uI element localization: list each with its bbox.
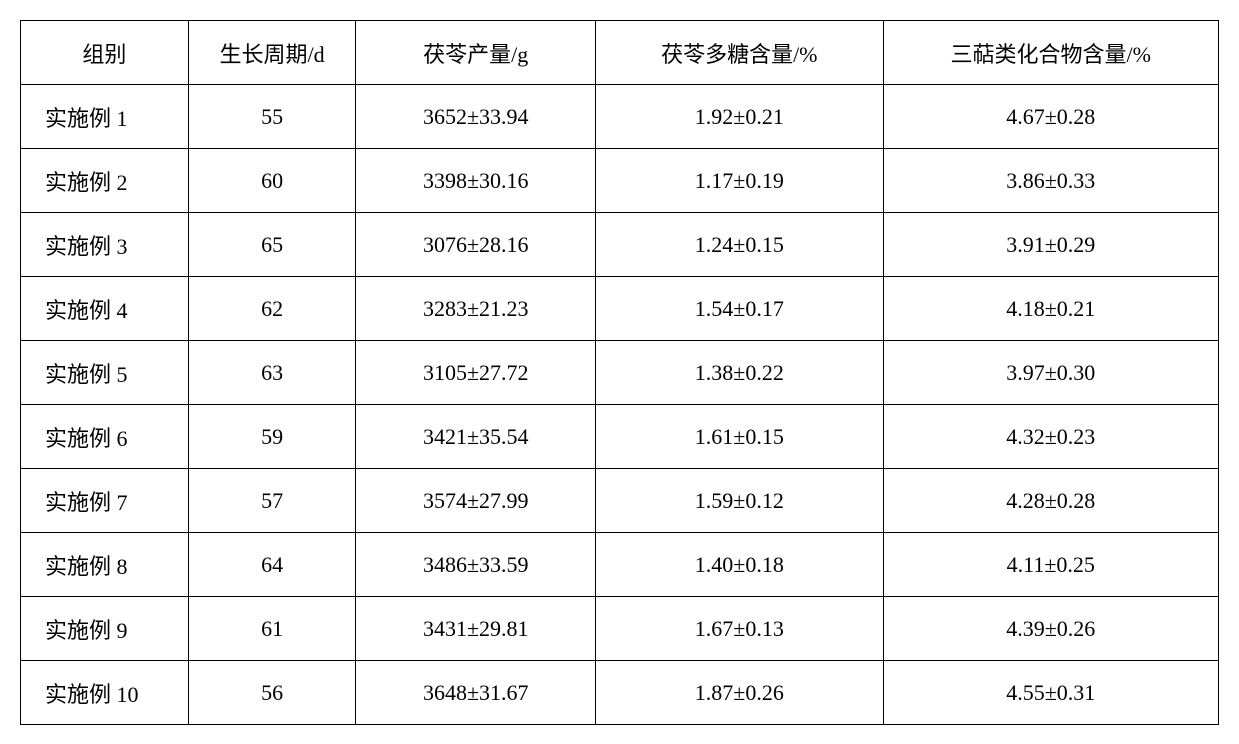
cell-polysaccharide: 1.92±0.21 — [596, 85, 884, 149]
cell-yield: 3421±35.54 — [356, 405, 596, 469]
cell-polysaccharide: 1.17±0.19 — [596, 149, 884, 213]
cell-polysaccharide: 1.40±0.18 — [596, 533, 884, 597]
data-table: 组别 生长周期/d 茯苓产量/g 茯苓多糖含量/% 三萜类化合物含量/% 实施例… — [20, 20, 1219, 725]
table-row: 实施例 4 62 3283±21.23 1.54±0.17 4.18±0.21 — [21, 277, 1219, 341]
column-header-yield: 茯苓产量/g — [356, 21, 596, 85]
column-header-polysaccharide: 茯苓多糖含量/% — [596, 21, 884, 85]
cell-triterpenoid: 4.67±0.28 — [883, 85, 1218, 149]
table-row: 实施例 9 61 3431±29.81 1.67±0.13 4.39±0.26 — [21, 597, 1219, 661]
cell-yield: 3283±21.23 — [356, 277, 596, 341]
cell-polysaccharide: 1.59±0.12 — [596, 469, 884, 533]
cell-group: 实施例 5 — [21, 341, 189, 405]
cell-group: 实施例 2 — [21, 149, 189, 213]
cell-triterpenoid: 3.91±0.29 — [883, 213, 1218, 277]
cell-group: 实施例 10 — [21, 661, 189, 725]
table-row: 实施例 5 63 3105±27.72 1.38±0.22 3.97±0.30 — [21, 341, 1219, 405]
cell-yield: 3398±30.16 — [356, 149, 596, 213]
cell-triterpenoid: 4.32±0.23 — [883, 405, 1218, 469]
column-header-triterpenoid: 三萜类化合物含量/% — [883, 21, 1218, 85]
table-row: 实施例 6 59 3421±35.54 1.61±0.15 4.32±0.23 — [21, 405, 1219, 469]
cell-group: 实施例 6 — [21, 405, 189, 469]
cell-yield: 3574±27.99 — [356, 469, 596, 533]
cell-polysaccharide: 1.67±0.13 — [596, 597, 884, 661]
cell-yield: 3486±33.59 — [356, 533, 596, 597]
cell-triterpenoid: 4.55±0.31 — [883, 661, 1218, 725]
cell-polysaccharide: 1.61±0.15 — [596, 405, 884, 469]
cell-growth-cycle: 56 — [188, 661, 356, 725]
cell-growth-cycle: 62 — [188, 277, 356, 341]
table-row: 实施例 10 56 3648±31.67 1.87±0.26 4.55±0.31 — [21, 661, 1219, 725]
cell-yield: 3431±29.81 — [356, 597, 596, 661]
table-row: 实施例 3 65 3076±28.16 1.24±0.15 3.91±0.29 — [21, 213, 1219, 277]
cell-group: 实施例 3 — [21, 213, 189, 277]
cell-group: 实施例 9 — [21, 597, 189, 661]
cell-polysaccharide: 1.38±0.22 — [596, 341, 884, 405]
cell-growth-cycle: 57 — [188, 469, 356, 533]
cell-group: 实施例 8 — [21, 533, 189, 597]
cell-triterpenoid: 4.18±0.21 — [883, 277, 1218, 341]
cell-yield: 3652±33.94 — [356, 85, 596, 149]
cell-triterpenoid: 3.86±0.33 — [883, 149, 1218, 213]
cell-growth-cycle: 65 — [188, 213, 356, 277]
cell-polysaccharide: 1.54±0.17 — [596, 277, 884, 341]
cell-growth-cycle: 63 — [188, 341, 356, 405]
cell-yield: 3076±28.16 — [356, 213, 596, 277]
cell-triterpenoid: 4.11±0.25 — [883, 533, 1218, 597]
cell-polysaccharide: 1.24±0.15 — [596, 213, 884, 277]
column-header-group: 组别 — [21, 21, 189, 85]
cell-group: 实施例 1 — [21, 85, 189, 149]
cell-triterpenoid: 4.28±0.28 — [883, 469, 1218, 533]
cell-growth-cycle: 61 — [188, 597, 356, 661]
cell-growth-cycle: 59 — [188, 405, 356, 469]
cell-growth-cycle: 64 — [188, 533, 356, 597]
cell-yield: 3105±27.72 — [356, 341, 596, 405]
cell-group: 实施例 7 — [21, 469, 189, 533]
cell-growth-cycle: 60 — [188, 149, 356, 213]
cell-group: 实施例 4 — [21, 277, 189, 341]
column-header-growth-cycle: 生长周期/d — [188, 21, 356, 85]
cell-triterpenoid: 3.97±0.30 — [883, 341, 1218, 405]
cell-polysaccharide: 1.87±0.26 — [596, 661, 884, 725]
cell-growth-cycle: 55 — [188, 85, 356, 149]
table-row: 实施例 7 57 3574±27.99 1.59±0.12 4.28±0.28 — [21, 469, 1219, 533]
cell-triterpenoid: 4.39±0.26 — [883, 597, 1218, 661]
table-header-row: 组别 生长周期/d 茯苓产量/g 茯苓多糖含量/% 三萜类化合物含量/% — [21, 21, 1219, 85]
table-row: 实施例 2 60 3398±30.16 1.17±0.19 3.86±0.33 — [21, 149, 1219, 213]
cell-yield: 3648±31.67 — [356, 661, 596, 725]
table-row: 实施例 1 55 3652±33.94 1.92±0.21 4.67±0.28 — [21, 85, 1219, 149]
table-row: 实施例 8 64 3486±33.59 1.40±0.18 4.11±0.25 — [21, 533, 1219, 597]
